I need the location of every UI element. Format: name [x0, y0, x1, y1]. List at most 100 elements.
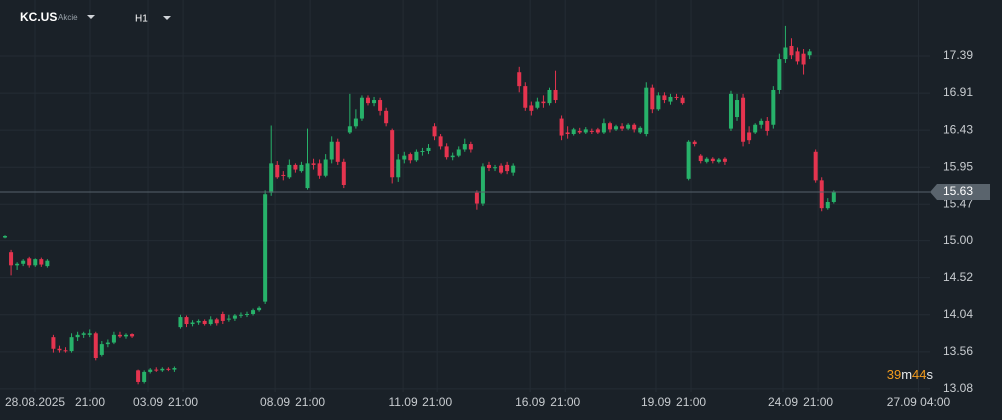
candle-body [238, 314, 243, 316]
candle-body [686, 141, 691, 179]
candle-body [414, 151, 419, 161]
candle-body [226, 318, 231, 320]
countdown-part: 44 [912, 367, 926, 382]
candle-body [444, 146, 449, 158]
candle-body [335, 141, 340, 162]
candle-body [486, 164, 491, 168]
candle-body [269, 163, 274, 193]
candle-body [402, 155, 407, 160]
candle-body [251, 310, 256, 314]
candle-body [819, 180, 824, 209]
x-tick-label: 24.09 [768, 395, 798, 409]
candle-body [172, 368, 177, 370]
candle-body [620, 126, 625, 129]
candle-body [87, 333, 92, 335]
candle-body [166, 368, 171, 370]
candle-body [263, 194, 268, 302]
candle-body [559, 118, 564, 136]
candle-body [99, 344, 104, 355]
candle-body [710, 158, 715, 162]
candle-body [220, 313, 225, 321]
x-tick-label: 21:00 [295, 395, 325, 409]
candle-body [644, 87, 649, 135]
candle-body [9, 252, 14, 266]
dropdown-caret[interactable] [163, 16, 171, 20]
candle-body [154, 369, 159, 371]
candle-body [626, 124, 631, 129]
candle-body [547, 89, 552, 104]
y-tick-label: 14.52 [943, 270, 973, 284]
candle-body [190, 322, 195, 325]
candle-body [130, 334, 135, 337]
plot-area [3, 25, 836, 385]
last-price-label: 15.63 [943, 184, 973, 198]
timeframe[interactable]: H1 [135, 14, 148, 25]
candle-body [39, 259, 44, 265]
countdown-part: m [901, 367, 912, 382]
candle-body [311, 163, 316, 165]
instrument-type[interactable]: Akcie [58, 13, 78, 22]
countdown: 39m44s [887, 367, 934, 382]
x-tick-label: 27.09 04:00 [887, 395, 951, 409]
candle-body [680, 97, 685, 104]
candle-body [432, 126, 437, 137]
candle-body [553, 89, 558, 101]
candle-body [142, 371, 147, 382]
candle-body [783, 47, 788, 60]
candle-body [595, 129, 600, 133]
candle-body [456, 149, 461, 156]
candle-body [753, 124, 758, 133]
candle-body [45, 260, 50, 267]
candle-body [136, 370, 141, 382]
dropdown-caret[interactable] [87, 15, 95, 19]
y-tick-label: 15.47 [943, 196, 973, 210]
candle-body [245, 313, 250, 315]
y-tick-label: 17.39 [943, 48, 973, 62]
candle-body [27, 258, 32, 266]
candle-body [668, 96, 673, 102]
candle-body [632, 124, 637, 130]
y-tick-label: 13.08 [943, 381, 973, 395]
x-tick-label: 21:00 [550, 395, 580, 409]
candle-body [583, 129, 588, 133]
candle-body [529, 105, 534, 111]
candle-body [698, 155, 703, 162]
x-tick-label: 21:00 [422, 395, 452, 409]
candle-body [378, 100, 383, 111]
candle-body [722, 158, 727, 162]
candle-body [493, 167, 498, 169]
candle-body [51, 337, 56, 349]
candle-body [365, 97, 370, 104]
candle-body [275, 164, 280, 178]
candle-body [747, 132, 752, 141]
candle-body [650, 87, 655, 110]
candle-body [317, 163, 322, 176]
last-price-tag [930, 183, 990, 200]
candle-body [656, 95, 661, 110]
candle-body [801, 53, 806, 65]
candle-body [81, 333, 86, 335]
candle-body [396, 159, 401, 178]
candle-body [329, 141, 334, 160]
candle-body [178, 317, 183, 328]
candle-body [523, 86, 528, 108]
countdown-part: 39 [887, 367, 901, 382]
candle-body [638, 127, 643, 133]
candle-body [202, 320, 207, 325]
candle-body [795, 51, 800, 62]
candle-body [426, 147, 431, 152]
candle-body [15, 263, 20, 266]
candle-body [196, 320, 201, 323]
candle-body [75, 334, 80, 338]
candle-body [571, 129, 576, 135]
candle-body [468, 144, 473, 150]
symbol: KC.US [20, 10, 57, 24]
candle-body [831, 191, 836, 202]
candle-body [741, 97, 746, 142]
y-tick-label: 16.91 [943, 85, 973, 99]
candle-body [577, 130, 582, 133]
candle-body [813, 151, 818, 181]
candle-body [735, 100, 740, 118]
